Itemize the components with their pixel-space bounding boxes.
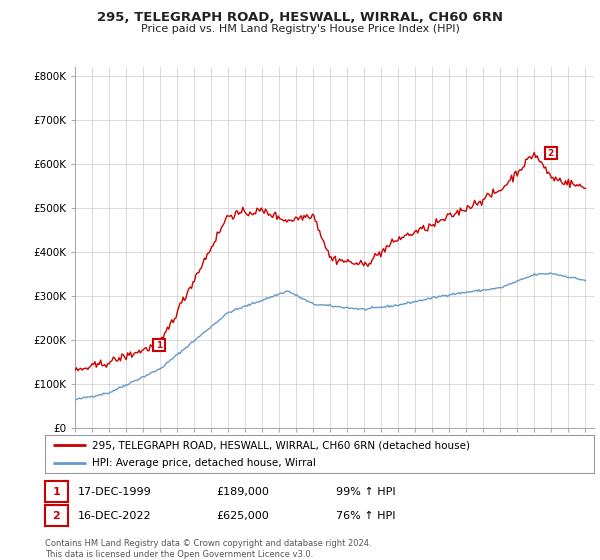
Text: 16-DEC-2022: 16-DEC-2022 [78,511,152,521]
Text: £625,000: £625,000 [216,511,269,521]
Text: HPI: Average price, detached house, Wirral: HPI: Average price, detached house, Wirr… [92,458,316,468]
Text: 2: 2 [548,148,554,157]
Text: 295, TELEGRAPH ROAD, HESWALL, WIRRAL, CH60 6RN: 295, TELEGRAPH ROAD, HESWALL, WIRRAL, CH… [97,11,503,24]
Text: 99% ↑ HPI: 99% ↑ HPI [336,487,395,497]
Text: Contains HM Land Registry data © Crown copyright and database right 2024.
This d: Contains HM Land Registry data © Crown c… [45,539,371,559]
Text: 1: 1 [53,487,60,497]
Text: £189,000: £189,000 [216,487,269,497]
Text: 1: 1 [156,340,163,349]
Text: 17-DEC-1999: 17-DEC-1999 [78,487,152,497]
Text: Price paid vs. HM Land Registry's House Price Index (HPI): Price paid vs. HM Land Registry's House … [140,24,460,34]
Text: 295, TELEGRAPH ROAD, HESWALL, WIRRAL, CH60 6RN (detached house): 295, TELEGRAPH ROAD, HESWALL, WIRRAL, CH… [92,440,470,450]
Text: 76% ↑ HPI: 76% ↑ HPI [336,511,395,521]
Text: 2: 2 [53,511,60,521]
